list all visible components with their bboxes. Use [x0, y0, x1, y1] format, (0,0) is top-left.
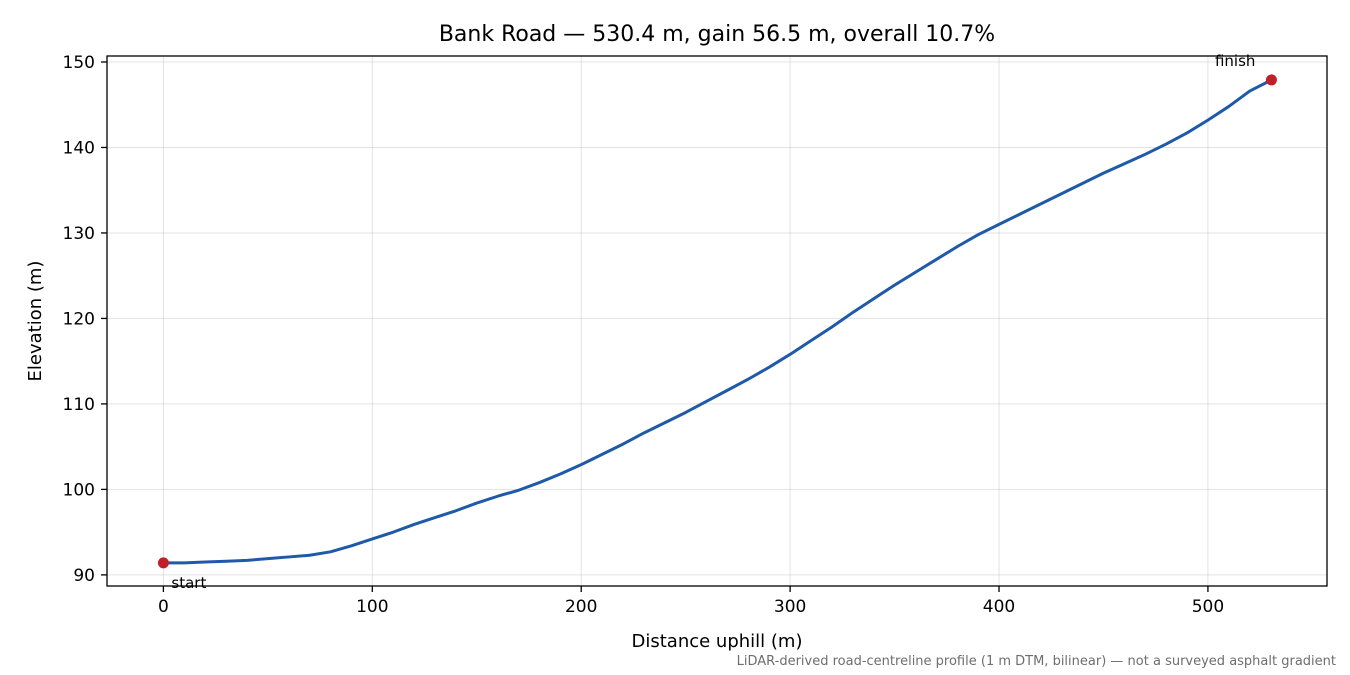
y-axis-ticks: 90 100 110 120 130 140 150 [63, 53, 107, 586]
y-tick-label: 100 [63, 480, 95, 500]
y-tick-label: 150 [63, 53, 95, 73]
x-tick-label: 100 [356, 597, 388, 617]
grid-lines [107, 56, 1327, 586]
endpoint-markers: start finish [157, 52, 1277, 592]
start-marker [157, 557, 169, 569]
x-tick-label: 300 [774, 597, 806, 617]
y-tick-label: 110 [63, 395, 95, 415]
x-tick-label: 200 [565, 597, 597, 617]
x-axis-label: Distance uphill (m) [632, 631, 803, 652]
y-tick-label: 90 [73, 566, 95, 586]
y-tick-label: 120 [63, 309, 95, 329]
start-label: start [171, 574, 206, 592]
elevation-series [161, 78, 1273, 565]
x-tick-label: 500 [1192, 597, 1224, 617]
elevation-line [161, 78, 1273, 565]
finish-label: finish [1215, 52, 1255, 70]
y-tick-label: 130 [63, 224, 95, 244]
y-axis-label: Elevation (m) [25, 261, 46, 382]
chart-title: Bank Road — 530.4 m, gain 56.5 m, overal… [439, 22, 995, 47]
x-axis-ticks: 0 100 200 300 400 500 [158, 586, 1224, 617]
footnote: LiDAR-derived road-centreline profile (1… [737, 654, 1336, 669]
x-tick-label: 0 [158, 597, 169, 617]
y-tick-label: 140 [63, 138, 95, 158]
x-tick-label: 400 [983, 597, 1015, 617]
finish-marker [1265, 74, 1277, 86]
plot-frame [106, 55, 1328, 587]
